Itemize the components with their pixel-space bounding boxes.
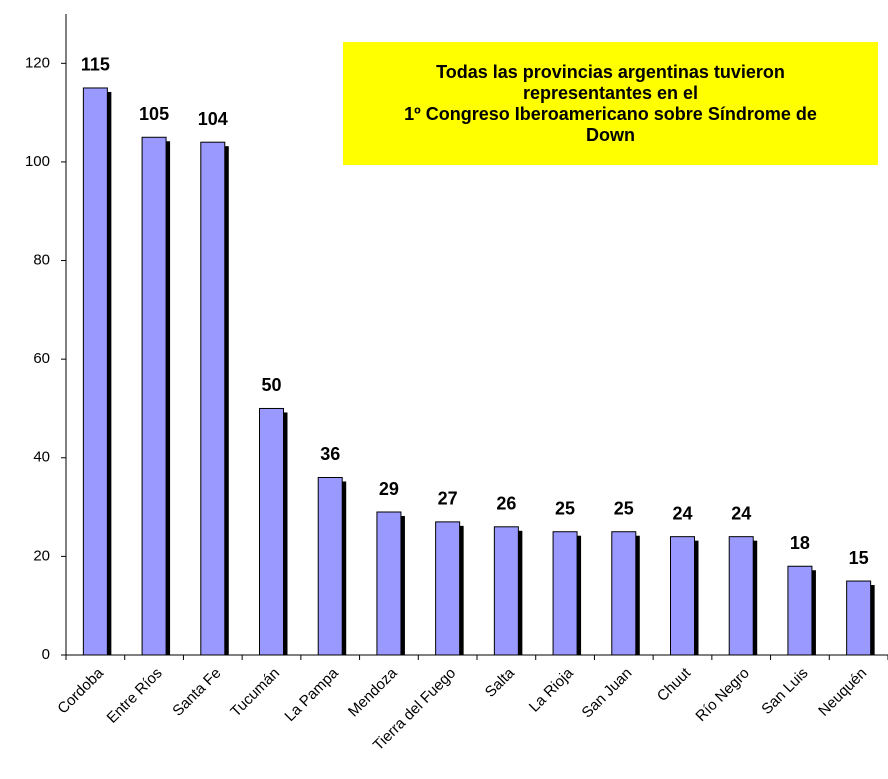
- value-label: 18: [790, 533, 810, 553]
- value-label: 29: [379, 479, 399, 499]
- value-label: 25: [555, 498, 575, 518]
- x-tick-label: Salta: [482, 664, 519, 701]
- x-tick-label: Cordoba: [54, 664, 107, 717]
- y-tick-label: 0: [42, 646, 50, 663]
- x-tick-label: San Luis: [758, 665, 811, 718]
- value-label: 15: [849, 548, 869, 568]
- title-line: Down: [586, 124, 635, 145]
- bar: [670, 536, 695, 656]
- bar: [493, 526, 519, 656]
- x-tick-label: Neuquén: [815, 665, 870, 720]
- bar: [846, 580, 872, 656]
- x-tick-label: La Pampa: [281, 664, 342, 725]
- bar: [259, 407, 284, 656]
- x-tick-label: Río Negro: [692, 665, 752, 725]
- bar: [728, 536, 754, 656]
- x-tick-label: San Juan: [579, 665, 636, 722]
- value-label: 104: [198, 109, 228, 129]
- bar: [435, 521, 461, 656]
- bar: [787, 565, 813, 656]
- x-tick-label: Mendoza: [345, 664, 401, 720]
- y-tick-label: 120: [25, 54, 50, 71]
- value-label: 27: [438, 489, 458, 509]
- bar: [552, 531, 578, 656]
- value-label: 24: [672, 503, 692, 523]
- y-tick-label: 80: [33, 252, 50, 269]
- value-label: 25: [614, 498, 634, 518]
- title-line: representantes en el: [522, 82, 699, 103]
- title-line: Todas las provincias argentinas tuvieron: [436, 61, 785, 82]
- y-tick-label: 100: [25, 153, 50, 170]
- value-label: 115: [81, 55, 110, 75]
- x-tick-label: Santa Fe: [169, 665, 224, 720]
- bar: [376, 511, 402, 656]
- title-box: Todas las provincias argentinas tuvieron…: [343, 42, 878, 165]
- x-tick-label: Tucumán: [227, 665, 283, 721]
- bar: [317, 476, 343, 656]
- x-tick-label: Entre Ríos: [104, 665, 166, 727]
- bar: [200, 141, 226, 656]
- y-tick-label: 40: [33, 449, 50, 466]
- y-tick-label: 60: [33, 350, 50, 367]
- value-label: 105: [139, 104, 169, 124]
- y-tick-label: 20: [33, 547, 50, 564]
- bar: [611, 531, 637, 656]
- title-line: 1º Congreso Iberoamericano sobre Síndrom…: [404, 103, 817, 124]
- value-label: 36: [320, 444, 340, 464]
- value-label: 26: [496, 494, 516, 514]
- bar: [82, 87, 108, 656]
- value-label: 24: [731, 503, 751, 523]
- value-label: 50: [261, 375, 281, 395]
- x-tick-label: Chuut: [654, 664, 695, 705]
- bar: [141, 136, 167, 656]
- x-tick-label: La Rioja: [526, 664, 577, 715]
